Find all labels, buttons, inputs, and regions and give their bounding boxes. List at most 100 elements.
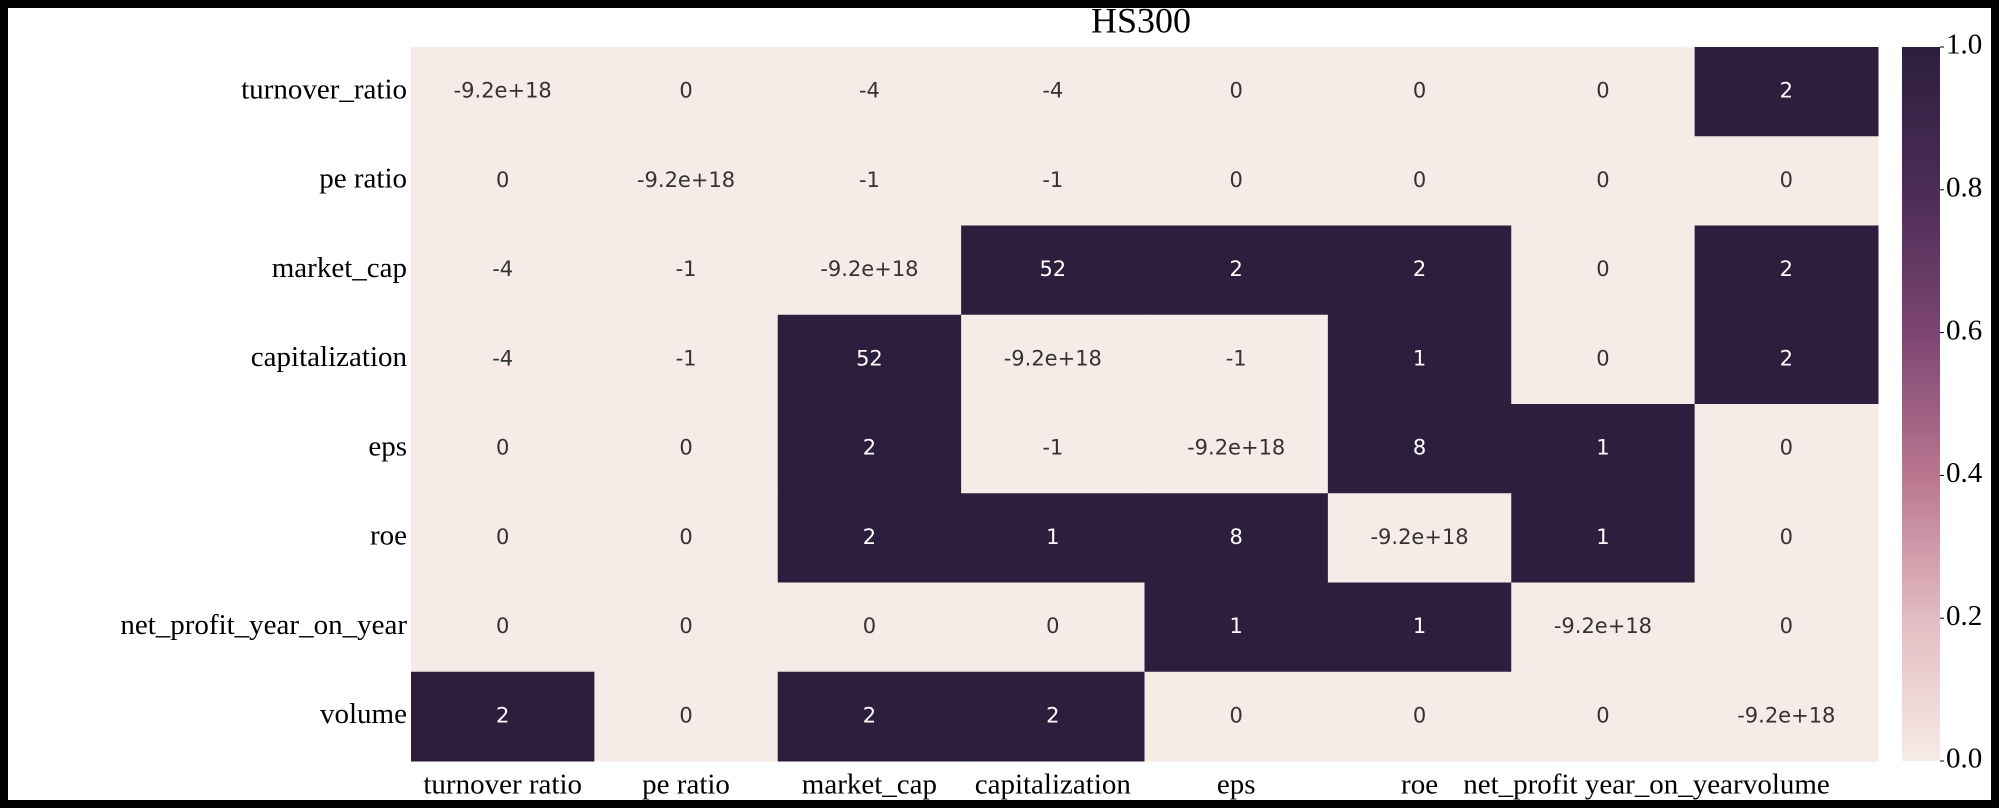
cell-label: 1 bbox=[1413, 346, 1426, 370]
y-tick-label: net_profit_year_on_year bbox=[120, 609, 407, 641]
cell-label: 0 bbox=[1596, 346, 1609, 370]
heatmap-cell bbox=[777, 582, 962, 673]
x-tick-label: net_profit year_on_year bbox=[1463, 769, 1743, 801]
cell-label: 1 bbox=[1596, 436, 1609, 460]
cell-label: 0 bbox=[679, 79, 692, 103]
y-tick-label: eps bbox=[368, 430, 407, 462]
cell-label: 2 bbox=[1780, 346, 1793, 370]
cell-label: 8 bbox=[1230, 525, 1243, 549]
cell-label: -4 bbox=[492, 346, 513, 370]
heatmap-cell bbox=[961, 225, 1145, 316]
heatmap-cell bbox=[411, 47, 595, 137]
cell-label: -1 bbox=[1226, 346, 1247, 370]
heatmap-cell bbox=[1327, 493, 1512, 583]
cell-label: 0 bbox=[496, 436, 509, 460]
y-tick-label: turnover_ratio bbox=[241, 73, 407, 105]
heatmap-cell bbox=[1327, 47, 1512, 137]
cell-label: 2 bbox=[496, 703, 509, 727]
cell-label: 0 bbox=[1596, 257, 1609, 281]
heatmap-cell bbox=[594, 493, 779, 583]
plot-area: -9.2e+18 0 -4 -4 0 0 0 2 0 -9.2e+18 -1 -1 0 0 0 0 -4 -1 -9… bbox=[120, 29, 1982, 801]
heatmap-cell bbox=[594, 225, 779, 316]
cell-label: 2 bbox=[1780, 79, 1793, 103]
heatmap-cell bbox=[1511, 493, 1696, 583]
colorbar-tick-label: 0.2 bbox=[1946, 600, 1982, 632]
heatmap-cell bbox=[1144, 493, 1329, 583]
cell-label: -9.2e+18 bbox=[820, 257, 918, 281]
x-tick-label: pe ratio bbox=[642, 769, 730, 801]
cell-label: 1 bbox=[1230, 614, 1243, 638]
heatmap-cell bbox=[961, 404, 1145, 494]
heatmap-cell bbox=[411, 404, 595, 494]
heatmap-cell bbox=[777, 136, 962, 226]
cell-label: 0 bbox=[679, 614, 692, 638]
cell-label: 2 bbox=[1780, 257, 1793, 281]
cell-label: 2 bbox=[1046, 703, 1059, 727]
cell-label: 1 bbox=[1596, 525, 1609, 549]
cell-label: 0 bbox=[1230, 168, 1243, 192]
colorbar-tick-label: 1.0 bbox=[1946, 29, 1982, 61]
heatmap-cell bbox=[1144, 136, 1329, 226]
heatmap-cell bbox=[961, 493, 1145, 583]
cell-label: 52 bbox=[1039, 257, 1066, 281]
cell-label: 52 bbox=[856, 346, 883, 370]
heatmap-cell bbox=[1144, 225, 1329, 316]
heatmap-cell bbox=[411, 225, 595, 316]
x-tick-label: roe bbox=[1401, 769, 1438, 801]
heatmap-cell bbox=[1694, 493, 1879, 583]
heatmap-cell bbox=[1327, 671, 1512, 762]
heatmap-cell bbox=[411, 493, 595, 583]
colorbar-tick-label: 0.6 bbox=[1946, 314, 1982, 346]
heatmap-cell bbox=[1511, 225, 1696, 316]
cell-label: 0 bbox=[679, 436, 692, 460]
heatmap-cell bbox=[1327, 136, 1512, 226]
heatmap-cell bbox=[1694, 582, 1879, 673]
heatmap-cell bbox=[961, 47, 1145, 137]
cell-label: 0 bbox=[1046, 614, 1059, 638]
cell-label: 0 bbox=[1413, 79, 1426, 103]
heatmap-cell bbox=[1144, 47, 1329, 137]
heatmap-cell bbox=[961, 582, 1145, 673]
heatmap-cell bbox=[1144, 582, 1329, 673]
cell-label: -4 bbox=[859, 79, 880, 103]
heatmap-cell bbox=[1694, 47, 1879, 137]
heatmap-cell bbox=[1511, 404, 1696, 494]
heatmap-cell bbox=[1694, 404, 1879, 494]
heatmap-cell bbox=[594, 404, 779, 494]
cell-label: 0 bbox=[1596, 703, 1609, 727]
heatmap-cell bbox=[594, 582, 779, 673]
heatmap-cell bbox=[1327, 314, 1512, 405]
cell-label: 2 bbox=[1413, 257, 1426, 281]
heatmap-cell bbox=[1511, 136, 1696, 226]
cell-label: 0 bbox=[1596, 79, 1609, 103]
cell-label: 0 bbox=[1596, 168, 1609, 192]
x-tick-label: turnover ratio bbox=[423, 769, 582, 801]
heatmap-cell bbox=[1144, 314, 1329, 405]
heatmap-cell bbox=[1327, 225, 1512, 316]
heatmap-cell bbox=[777, 314, 962, 405]
cell-label: -9.2e+18 bbox=[454, 79, 552, 103]
cell-label: 0 bbox=[679, 703, 692, 727]
cell-label: -1 bbox=[859, 168, 880, 192]
cell-label: -9.2e+18 bbox=[637, 168, 735, 192]
heatmap-cell bbox=[594, 671, 779, 762]
heatmap-cell bbox=[411, 314, 595, 405]
cell-label: -9.2e+18 bbox=[1370, 525, 1468, 549]
heatmap-cell bbox=[1327, 582, 1512, 673]
y-tick-label: pe ratio bbox=[319, 163, 407, 195]
heatmap-cell bbox=[1511, 47, 1696, 137]
cell-label: 2 bbox=[863, 436, 876, 460]
x-tick-label: market_cap bbox=[802, 769, 937, 801]
cell-label: 0 bbox=[1780, 525, 1793, 549]
heatmap-cell bbox=[411, 671, 595, 762]
y-tick-label: roe bbox=[370, 520, 407, 552]
heatmap-cell bbox=[1694, 314, 1879, 405]
heatmap-cell bbox=[594, 47, 779, 137]
cell-label: -9.2e+18 bbox=[1554, 614, 1652, 638]
heatmap-cell bbox=[777, 671, 962, 762]
y-tick-label: volume bbox=[320, 698, 407, 730]
cell-label: 0 bbox=[1413, 168, 1426, 192]
heatmap-cell bbox=[1511, 582, 1696, 673]
